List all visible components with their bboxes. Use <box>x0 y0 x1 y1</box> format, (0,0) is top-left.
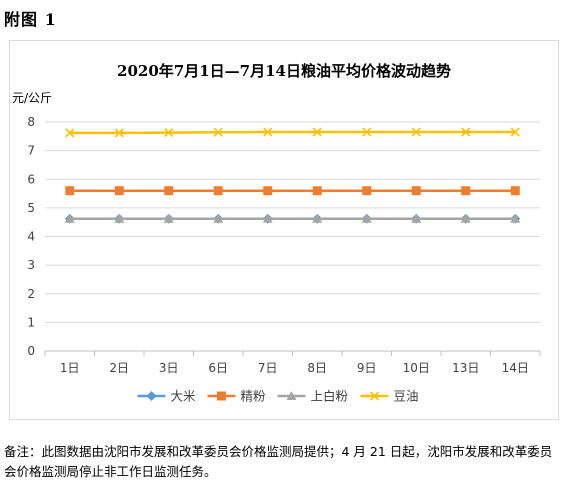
data-point <box>312 127 322 137</box>
y-tick-label: 5 <box>27 201 35 215</box>
line-chart: 2020年7月1日—7月14日粮油平均价格波动趋势 元/公斤 0 1 2 3 4 5 6 7 8… <box>12 62 541 404</box>
y-tick-label: 2 <box>27 287 35 301</box>
series-line <box>69 130 516 135</box>
x-tick-label: 9日 <box>357 361 377 375</box>
data-point <box>362 127 372 137</box>
y-tick-label: 7 <box>27 144 35 158</box>
y-tick-label: 6 <box>27 172 35 186</box>
data-point <box>164 128 174 138</box>
series-4 <box>65 127 520 138</box>
data-point <box>461 127 471 137</box>
x-tick-label: 2日 <box>109 361 129 375</box>
data-point <box>163 213 174 223</box>
legend-item: 豆油 <box>360 389 419 404</box>
data-point <box>411 186 421 196</box>
legend-label: 豆油 <box>394 389 419 404</box>
data-point <box>411 213 422 223</box>
legend-marker <box>369 391 380 401</box>
data-point <box>460 213 471 223</box>
data-point <box>361 213 372 223</box>
legend-label: 上白粉 <box>311 389 349 404</box>
x-tick-label: 14日 <box>502 361 529 375</box>
y-tick-label: 8 <box>27 115 35 129</box>
x-tick-label: 8日 <box>307 361 327 375</box>
y-tick-label: 3 <box>27 258 35 272</box>
legend-label: 大米 <box>171 389 197 404</box>
x-tick-label: 13日 <box>452 361 479 375</box>
x-tick-label: 1日 <box>60 361 80 375</box>
legend-item: 精粉 <box>207 389 267 404</box>
x-tick-label: 10日 <box>403 361 430 375</box>
data-point <box>312 213 323 223</box>
legend-marker <box>217 391 226 401</box>
data-point <box>213 213 224 223</box>
y-tick-label: 4 <box>27 230 35 244</box>
data-point <box>312 186 322 196</box>
data-point <box>114 186 124 196</box>
footnote: 备注：此图数据由沈阳市发展和改革委员会价格监测局提供；4 月 21 日起，沈阳市… <box>4 444 553 479</box>
data-point <box>114 213 125 223</box>
chart-title: 2020年7月1日—7月14日粮油平均价格波动趋势 <box>117 62 451 80</box>
series-2 <box>65 186 520 196</box>
data-point <box>213 127 223 137</box>
y-tick-label: 1 <box>27 315 35 329</box>
data-point <box>263 127 273 137</box>
data-point <box>65 128 75 138</box>
data-point <box>461 186 471 196</box>
y-axis-unit-label: 元/公斤 <box>12 91 52 105</box>
x-tick-label: 6日 <box>208 361 228 375</box>
data-point <box>411 127 421 137</box>
data-point <box>510 127 520 137</box>
data-point <box>262 213 273 223</box>
series-3 <box>64 213 521 223</box>
x-tick-label: 3日 <box>159 361 179 375</box>
legend-item: 大米 <box>137 389 197 404</box>
legend-marker <box>286 391 297 400</box>
data-point <box>510 186 520 196</box>
legend-label: 精粉 <box>241 389 267 404</box>
y-tick-label: 0 <box>27 344 35 358</box>
data-point <box>263 186 273 196</box>
data-point <box>64 213 75 223</box>
data-point <box>510 213 521 223</box>
data-point <box>362 186 372 196</box>
legend-item: 上白粉 <box>277 389 349 404</box>
x-tick-label: 7日 <box>258 361 278 375</box>
data-point <box>114 128 124 138</box>
figure-heading: 附图 1 <box>4 10 57 29</box>
data-point <box>213 186 223 196</box>
data-point <box>164 186 174 196</box>
chart-frame: 2020年7月1日—7月14日粮油平均价格波动趋势 元/公斤 0 1 2 3 4 5 6 7 8… <box>9 40 559 420</box>
legend-marker <box>146 391 157 401</box>
data-point <box>65 186 75 196</box>
